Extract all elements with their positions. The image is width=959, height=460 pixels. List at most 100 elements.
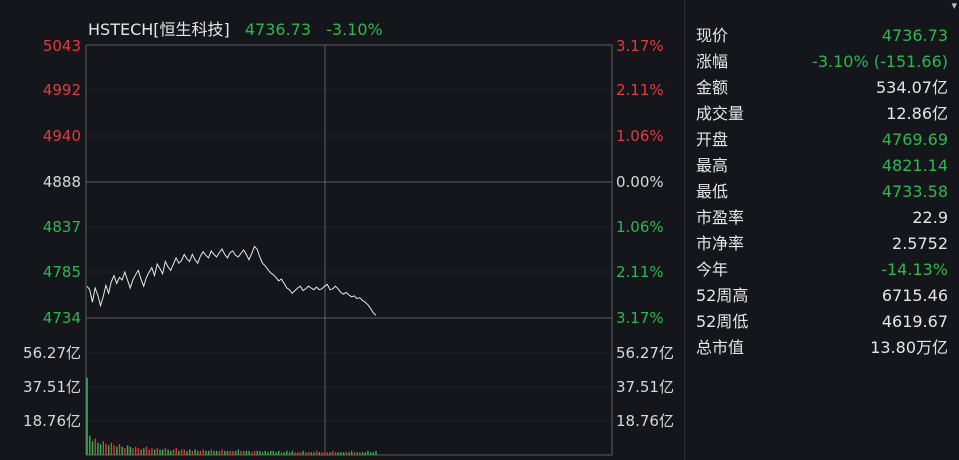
quote-value: -14.13%	[881, 260, 948, 279]
volume-bar	[372, 452, 374, 455]
quote-value: 4733.58	[881, 182, 948, 201]
pct-label-3: 0.00%	[616, 173, 664, 191]
quote-row: 市净率 2.5752	[696, 231, 948, 257]
volume-label-left-2: 18.76亿	[23, 412, 81, 430]
volume-bar	[194, 449, 196, 455]
quote-value: 6715.46	[881, 286, 948, 305]
quote-label: 最低	[696, 182, 729, 201]
price-line	[86, 245, 377, 316]
volume-bar	[143, 448, 145, 455]
quote-label: 总市值	[696, 338, 745, 357]
pct-label-2: 1.06%	[616, 127, 664, 145]
volume-bar	[353, 452, 356, 455]
volume-bar	[264, 450, 266, 455]
volume-bar	[94, 438, 96, 455]
volume-label-left-1: 37.51亿	[23, 378, 81, 396]
volume-bar	[89, 435, 91, 455]
volume-bar	[367, 450, 369, 455]
pct-label-1: 2.11%	[616, 81, 664, 99]
volume-bar	[245, 450, 248, 455]
volume-bar	[207, 450, 210, 455]
volume-bar	[232, 450, 234, 455]
pct-label-5: 2.11%	[616, 263, 664, 281]
volume-bar	[97, 442, 99, 455]
quote-value: 2.5752	[892, 234, 948, 253]
volume-bar	[307, 452, 310, 455]
volume-bar	[237, 449, 239, 455]
price-label-4: 4837	[42, 218, 81, 236]
price-label-2: 4940	[42, 127, 81, 145]
volume-bar	[167, 449, 169, 455]
volume-bar	[197, 450, 199, 455]
volume-bar	[326, 452, 329, 455]
quote-value: 4821.14	[881, 156, 948, 175]
volume-bar	[332, 450, 334, 455]
quote-row: 52周低 4619.67	[696, 309, 948, 335]
volume-bar	[164, 448, 167, 455]
volume-bar	[288, 452, 291, 455]
volume-bar	[105, 444, 107, 455]
volume-bar	[202, 449, 204, 455]
volume-bar	[305, 452, 307, 455]
volume-bar	[189, 449, 191, 455]
quote-label: 开盘	[696, 130, 729, 149]
chart-panel[interactable]: HSTECH[恒生科技] 4736.73 -3.10% 5043 4992 49…	[0, 0, 685, 460]
volume-bar	[156, 448, 158, 455]
volume-bar	[359, 452, 361, 455]
pct-label-0: 3.17%	[616, 37, 664, 55]
quote-label: 52周低	[696, 312, 749, 331]
quote-value: 12.86亿	[886, 104, 948, 123]
volume-bar	[286, 450, 288, 455]
volume-bar	[272, 450, 275, 455]
volume-bar	[342, 452, 345, 455]
volume-bar	[145, 446, 148, 455]
volume-bar	[216, 450, 218, 455]
volume-bar	[375, 450, 377, 455]
volume-bar	[102, 441, 104, 455]
volume-bar	[191, 450, 194, 455]
volume-bar	[291, 450, 293, 455]
volume-bar	[170, 450, 172, 455]
volume-bar	[259, 450, 261, 455]
header-change-pct: -3.10%	[326, 20, 383, 39]
quote-row: 市盈率 22.9	[696, 205, 948, 231]
volume-bar	[226, 450, 229, 455]
quote-label: 市净率	[696, 234, 745, 253]
volume-bar	[135, 446, 137, 455]
volume-bar	[91, 441, 94, 455]
volume-bar	[218, 450, 221, 455]
volume-bar	[175, 448, 177, 455]
quote-row: 金额 534.07亿	[696, 75, 948, 101]
volume-bar	[124, 448, 126, 455]
index-symbol[interactable]: HSTECH[恒生科技]	[88, 20, 230, 39]
quote-label: 今年	[696, 260, 729, 279]
volume-bar	[361, 452, 364, 455]
volume-bar	[148, 449, 150, 455]
volume-bar	[348, 452, 350, 455]
volume-bar	[318, 452, 320, 455]
volume-bar	[129, 446, 131, 455]
volume-bar	[270, 450, 272, 455]
volume-label-left-0: 56.27亿	[23, 344, 81, 362]
volume-bar	[178, 450, 180, 455]
volume-bar	[213, 450, 215, 455]
volume-bar	[329, 452, 331, 455]
volume-bar	[221, 449, 223, 455]
volume-bar	[256, 450, 258, 455]
volume-bar	[162, 449, 164, 455]
volume-bar	[369, 452, 372, 455]
volume-bar	[340, 452, 342, 455]
volume-bar	[151, 448, 153, 455]
volume-bar	[159, 449, 161, 455]
quote-label: 市盈率	[696, 208, 745, 227]
volume-bar	[205, 450, 207, 455]
volume-bar	[153, 449, 156, 455]
pct-label-4: 1.06%	[616, 218, 664, 236]
intraday-chart[interactable]	[0, 0, 684, 460]
volume-bar	[99, 444, 102, 455]
price-label-0: 5043	[42, 37, 81, 55]
volume-label-right-0: 56.27亿	[616, 344, 674, 362]
quote-label: 成交量	[696, 104, 745, 123]
quote-row: 成交量 12.86亿	[696, 101, 948, 127]
quote-panel: ▾ 现价 4736.73 涨幅 -3.10% (-151.66) 金额 534.07亿 成交…	[686, 0, 959, 460]
